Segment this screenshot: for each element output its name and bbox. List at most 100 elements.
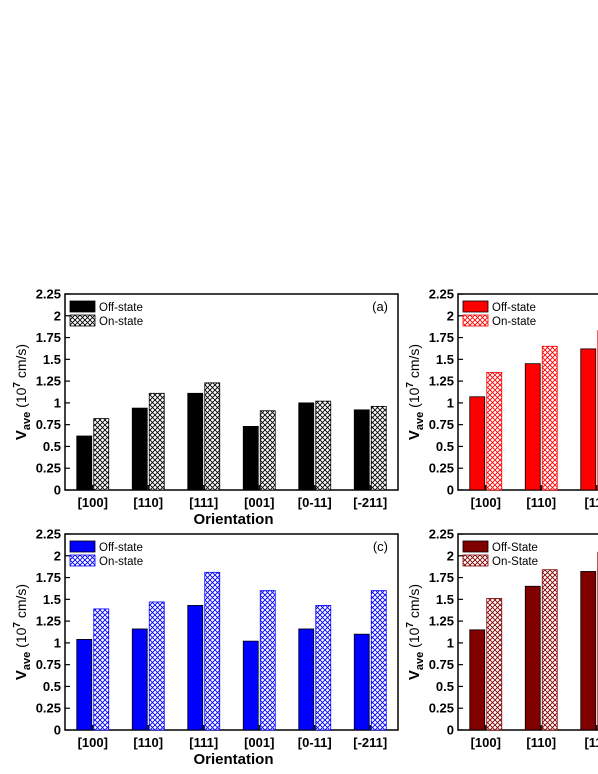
x-tick-label: [100] [78, 735, 108, 750]
x-tick-label: [100] [471, 495, 501, 510]
bar-off-state-1 [76, 435, 93, 491]
bar-off-state-1 [76, 639, 93, 731]
legend-swatch-on-state [462, 314, 489, 327]
bar-off-state-3 [580, 348, 597, 491]
y-tick-label: 0.5 [436, 439, 454, 454]
y-axis-label-unit-rest: cm/s) [13, 344, 29, 382]
legend-label-off-state: Off-State [492, 542, 538, 554]
bar-off-state-4 [242, 640, 259, 731]
y-tick-label: 0.25 [36, 461, 61, 476]
bar-on-state-5 [315, 400, 332, 491]
y-tick-label: 0.5 [43, 439, 61, 454]
bar-off-state-3 [187, 392, 204, 491]
bar-on-state-6 [370, 590, 387, 731]
y-tick-label: 1.75 [36, 570, 61, 585]
y-axis-label-main: V [13, 670, 30, 680]
x-tick-label: [110] [526, 735, 556, 750]
y-tick-label: 2.25 [36, 527, 61, 542]
bar-on-state-2 [541, 569, 558, 731]
legend-swatch-off-state [462, 540, 489, 553]
y-tick-label: 0.5 [436, 679, 454, 694]
bar-on-state-2 [541, 345, 558, 491]
x-axis-label: Orientation [193, 751, 273, 768]
y-axis-label-sub: ave [21, 412, 33, 430]
legend-label-on-state: On-state [492, 316, 536, 328]
y-tick-label: 0.25 [429, 701, 454, 716]
x-tick-label: [111 [584, 495, 598, 510]
y-tick-label: 2.25 [429, 527, 454, 542]
x-axis-label: Orientation [193, 511, 273, 528]
y-axis-label-sub: ave [414, 412, 426, 430]
y-axis-label-unit: (10 [406, 387, 422, 411]
y-tick-label: 0.75 [429, 657, 454, 672]
y-axis-label-main: V [406, 670, 423, 680]
y-tick-label: 1.75 [36, 330, 61, 345]
x-tick-label: [110] [133, 495, 163, 510]
bar-off-state-2 [131, 628, 148, 731]
x-tick-label: [111 [584, 735, 598, 750]
y-axis-label-unit: (10 [406, 627, 422, 651]
chart-panel-4: 0 0.25 0.5 0.75 1 1.25 1.5 1.75 2 2.25 [100] [110] [… [405, 527, 598, 750]
legend-label-on-state: On-state [99, 556, 143, 568]
y-axis-label-sup: 7 [405, 622, 416, 628]
y-axis-label-unit-rest: cm/s) [406, 584, 422, 622]
y-tick-label: 0.75 [36, 657, 61, 672]
y-tick-label: 1.25 [36, 374, 61, 389]
y-tick-label: 2 [54, 308, 61, 323]
chart-panel-1: 0 0.25 0.5 0.75 1 1.25 1.5 1.75 2 2.25 [100] [110] [… [12, 287, 399, 528]
y-tick-label: 1.5 [436, 352, 454, 367]
y-tick-label: 0 [447, 723, 454, 738]
chart-panel-2: 0 0.25 0.5 0.75 1 1.25 1.5 1.75 2 2.25 [100] [110] [… [405, 287, 598, 510]
chart-panel-3: 0 0.25 0.5 0.75 1 1.25 1.5 1.75 2 2.25 [100] [110] [… [12, 527, 399, 768]
x-tick-label: [111] [189, 495, 218, 510]
legend-label-off-state: Off-state [492, 302, 536, 314]
y-axis-label-sub: ave [414, 652, 426, 670]
bar-off-state-1 [469, 629, 486, 731]
bar-off-state-2 [131, 407, 148, 491]
y-axis-label-unit-rest: cm/s) [13, 584, 29, 622]
y-axis-label-main: V [406, 430, 423, 440]
bar-on-state-5 [315, 605, 332, 731]
bar-on-state-2 [148, 392, 165, 491]
x-tick-label: [0-11] [298, 735, 332, 750]
y-tick-label: 0.25 [36, 701, 61, 716]
legend-swatch-off-state [69, 540, 96, 553]
y-tick-label: 0 [54, 483, 61, 498]
y-tick-label: 2 [447, 308, 454, 323]
bar-off-state-5 [298, 628, 315, 731]
bar-on-state-3 [204, 382, 221, 491]
y-axis-label-unit-rest: cm/s) [406, 344, 422, 382]
legend: Off-State On-State [462, 540, 538, 568]
legend-label-off-state: Off-state [99, 302, 143, 314]
x-tick-label: [-211] [353, 735, 387, 750]
y-axis-label-unit: (10 [13, 387, 29, 411]
bar-on-state-3 [204, 571, 221, 731]
x-tick-label: [100] [471, 735, 501, 750]
y-tick-label: 0 [447, 483, 454, 498]
bar-off-state-3 [580, 571, 597, 731]
panel-label: (c) [373, 539, 388, 554]
x-tick-label: [-211] [353, 495, 387, 510]
legend-swatch-off-state [69, 300, 96, 313]
legend-swatch-on-state [69, 554, 96, 567]
y-axis-label: Vave (107 cm/s) [405, 344, 426, 440]
x-tick-label: [001] [244, 495, 274, 510]
y-tick-label: 0.75 [36, 417, 61, 432]
panel-label: (a) [372, 299, 388, 314]
y-tick-label: 1.5 [43, 352, 61, 367]
y-tick-label: 2.25 [429, 287, 454, 302]
bar-off-state-1 [469, 396, 486, 491]
x-tick-label: [110] [133, 735, 163, 750]
y-tick-label: 0.25 [429, 461, 454, 476]
legend-swatch-off-state [462, 300, 489, 313]
y-tick-label: 0.5 [43, 679, 61, 694]
x-tick-label: [0-11] [298, 495, 332, 510]
bar-off-state-2 [524, 585, 541, 731]
legend: Off-state On-state [69, 540, 143, 568]
y-axis-label-sup: 7 [405, 382, 416, 388]
y-axis-label-sub: ave [21, 652, 33, 670]
bar-on-state-1 [486, 598, 503, 731]
y-axis-label-main: V [13, 430, 30, 440]
x-tick-label: [110] [526, 495, 556, 510]
